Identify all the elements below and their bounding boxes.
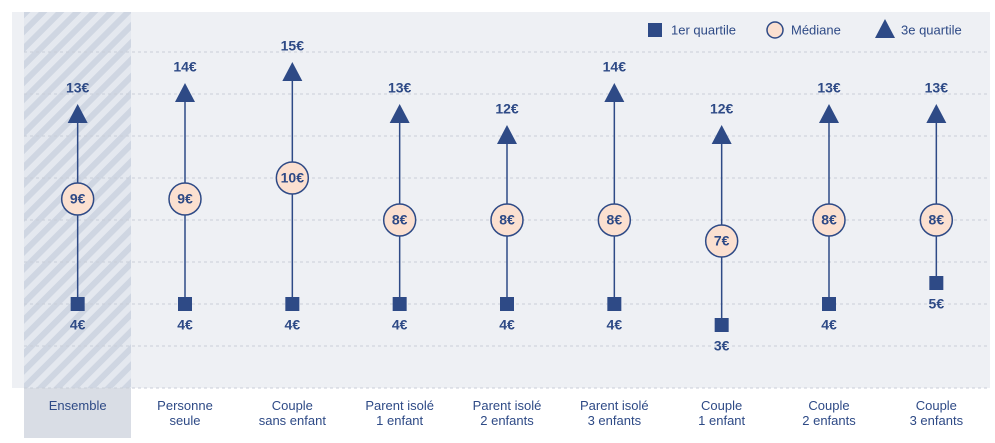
value-label: 12€ — [710, 101, 734, 117]
value-label: 5€ — [929, 296, 945, 312]
median-marker — [168, 182, 202, 216]
median-marker — [812, 203, 846, 237]
legend-swatch — [648, 23, 662, 37]
median-marker — [704, 224, 739, 258]
q1-marker — [607, 297, 622, 311]
value-label: 8€ — [929, 212, 945, 228]
x-tick-label: Personne seule — [157, 398, 213, 428]
legend-label: Médiane — [791, 22, 841, 37]
x-tick-label: Couple 1 enfant — [698, 398, 746, 428]
q1-marker — [178, 297, 192, 311]
median-marker — [490, 203, 524, 237]
value-label: 14€ — [603, 59, 627, 75]
q3-marker — [819, 104, 839, 123]
q1-marker — [822, 297, 836, 311]
q1-marker — [392, 297, 407, 311]
q1-marker — [714, 318, 729, 332]
q1-marker — [285, 297, 300, 311]
q3-marker — [711, 125, 732, 144]
value-label: 3€ — [714, 338, 730, 354]
value-label: 9€ — [177, 191, 193, 207]
highlight-label-box — [24, 388, 131, 438]
q3-marker — [497, 125, 517, 144]
value-label: 13€ — [817, 80, 841, 96]
q3-marker — [67, 104, 88, 123]
value-label: 12€ — [495, 101, 519, 117]
value-label: 4€ — [821, 317, 837, 333]
x-tick-label: Ensemble — [48, 398, 107, 413]
value-label: 4€ — [285, 317, 301, 333]
q1-marker — [500, 297, 514, 311]
legend-swatch — [875, 19, 895, 38]
value-label: 9€ — [70, 191, 86, 207]
value-label: 4€ — [499, 317, 515, 333]
value-label: 13€ — [388, 80, 412, 96]
value-label: 4€ — [392, 317, 408, 333]
value-label: 15€ — [281, 38, 305, 54]
q3-marker — [926, 104, 947, 123]
value-label: 8€ — [499, 212, 515, 228]
q1-marker — [70, 297, 85, 311]
value-label: 13€ — [925, 80, 949, 96]
value-label: 8€ — [607, 212, 623, 228]
value-label: 4€ — [607, 317, 623, 333]
x-tick-label: Couple 2 enfants — [802, 398, 856, 428]
value-label: 4€ — [177, 317, 193, 333]
value-label: 14€ — [173, 59, 197, 75]
median-marker — [275, 161, 310, 195]
x-tick-label: Parent isolé 1 enfant — [365, 398, 434, 428]
median-marker — [597, 203, 632, 237]
q3-marker — [604, 83, 625, 102]
x-tick-label: Parent isolé 2 enfants — [472, 398, 542, 428]
q1-marker — [929, 276, 944, 290]
q3-marker — [389, 104, 410, 123]
q3-marker — [175, 83, 195, 102]
value-label: 10€ — [281, 170, 305, 186]
x-tick-label: Couple sans enfant — [258, 398, 326, 428]
value-label: 13€ — [66, 80, 90, 96]
q3-marker — [282, 62, 303, 81]
value-label: 4€ — [70, 317, 86, 333]
median-marker — [919, 203, 954, 237]
legend-label: 3e quartile — [901, 22, 962, 37]
median-marker — [60, 182, 95, 216]
value-label: 7€ — [714, 233, 730, 249]
legend-label: 1er quartile — [671, 22, 736, 37]
value-label: 8€ — [392, 212, 408, 228]
median-marker — [382, 203, 417, 237]
x-tick-label: Parent isolé 3 enfants — [580, 398, 649, 428]
value-label: 8€ — [821, 212, 837, 228]
legend-swatch — [766, 21, 784, 39]
x-tick-label: Couple 3 enfants — [909, 398, 964, 428]
